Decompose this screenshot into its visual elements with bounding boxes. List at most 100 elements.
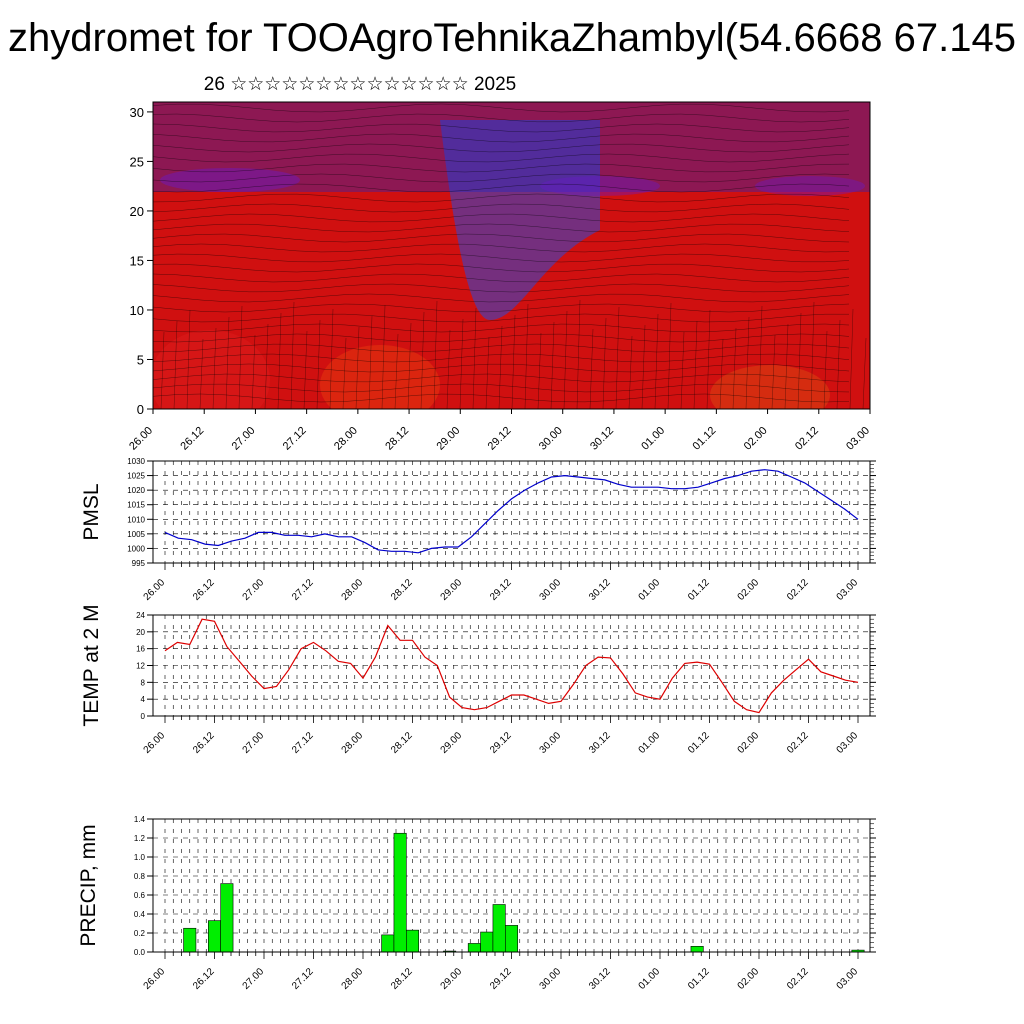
x-tick-label: 30.12: [587, 730, 613, 756]
wind-barb-streak: [153, 263, 850, 273]
wind-barb-staff: [680, 331, 685, 409]
wind-barb-staff: [212, 327, 217, 409]
x-tick-label: 27.12: [281, 425, 309, 453]
wind-barb-staff: [485, 336, 490, 409]
y-tick-label: 8: [141, 678, 146, 687]
wind-barb-staff: [173, 320, 178, 409]
x-tick-label: 02.12: [785, 966, 811, 992]
wind-barb-staff: [550, 321, 555, 409]
x-tick-label: 01.00: [637, 966, 663, 992]
wind-barb-staff: [355, 326, 360, 409]
x-tick-label: 02.00: [736, 966, 762, 992]
y-tick-label: 20: [130, 204, 144, 219]
wind-barb-streak: [153, 393, 850, 403]
x-tick-label: 28.12: [389, 730, 415, 756]
x-tick-label: 30.12: [588, 425, 616, 453]
wind-barb-staff: [836, 319, 841, 409]
x-tick-label: 02.12: [793, 425, 821, 453]
heatmap-trough: [440, 120, 600, 320]
x-tick-label: 27.00: [241, 577, 267, 603]
y-tick-label: 0: [141, 712, 146, 721]
x-tick-label: 26.12: [178, 425, 206, 453]
x-tick-label: 30.12: [587, 966, 613, 992]
x-tick-label: 27.00: [241, 966, 267, 992]
precip-bar: [381, 934, 395, 953]
temp-line: [164, 618, 859, 714]
wind-barb-streak: [153, 293, 850, 303]
x-tick-label: 03.00: [844, 425, 872, 453]
wind-barb-staff: [498, 325, 503, 409]
wind-barb-staff: [433, 300, 438, 409]
wind-barb-staff: [810, 301, 815, 409]
wind-barb-streak: [153, 223, 850, 233]
precip-bar: [393, 832, 407, 953]
precip-bar: [406, 929, 419, 953]
y-tick-label: 15: [130, 253, 144, 268]
x-tick-label: 26.00: [142, 966, 168, 992]
y-tick-label: 0: [137, 402, 144, 417]
wind-barb-staff: [511, 314, 516, 409]
x-tick-label: 29.00: [439, 577, 465, 603]
x-tick-label: 30.00: [538, 966, 564, 992]
x-tick-label: 28.00: [340, 577, 366, 603]
x-tick-label: 29.12: [488, 966, 514, 992]
wind-barb-streak: [153, 233, 850, 243]
wind-barb-staff: [576, 299, 581, 409]
x-tick-label: 30.00: [538, 577, 564, 603]
heatmap-warm-core-2: [320, 345, 440, 409]
wind-barb-streak: [153, 383, 850, 393]
x-tick-label: 01.00: [637, 730, 663, 756]
wind-barb-streak: [153, 103, 850, 113]
y-axis-title: PRECIP, mm: [77, 824, 100, 946]
wind-barb-staff: [420, 311, 425, 409]
wind-barb-staff: [641, 324, 646, 409]
precip-bar: [183, 927, 197, 953]
x-tick-label: 26.12: [191, 577, 217, 603]
y-tick-label: 995: [132, 559, 146, 568]
wind-barb-staff: [199, 338, 204, 409]
x-tick-label: 02.12: [785, 730, 811, 756]
wind-barb-streak: [153, 363, 850, 373]
y-tick-label: 1.2: [134, 834, 146, 843]
y-tick-label: 0.8: [134, 872, 146, 881]
wind-barb-staff: [589, 328, 594, 409]
x-tick-label: 01.12: [686, 577, 712, 603]
x-tick-label: 03.00: [835, 577, 861, 603]
wind-barb-staff: [342, 337, 347, 409]
x-tick-label: 26.12: [191, 966, 217, 992]
wind-barb-streak: [153, 323, 850, 333]
y-tick-label: 1015: [127, 501, 145, 510]
x-tick-label: 02.00: [736, 730, 762, 756]
pmsl-line: [164, 469, 859, 554]
x-tick-label: 26.00: [142, 577, 168, 603]
heatmap-field: [153, 102, 870, 409]
wind-barb-staff: [394, 333, 399, 409]
x-tick-label: 03.00: [835, 966, 861, 992]
x-tick-label: 27.12: [290, 577, 316, 603]
wind-barb-streak: [153, 143, 850, 153]
x-tick-label: 30.00: [538, 730, 564, 756]
precip-bar: [690, 945, 704, 953]
wind-barb-staff: [368, 315, 373, 409]
wind-barb-streak: [153, 183, 850, 193]
wind-barb-streak: [153, 133, 850, 143]
wind-barb-staff: [654, 313, 659, 409]
y-tick-label: 4: [141, 695, 146, 704]
wind-barb-staff: [628, 335, 633, 409]
wind-barb-staff: [251, 334, 256, 409]
y-tick-label: 20: [136, 628, 145, 637]
wind-barb-streak: [153, 193, 850, 203]
panel-frame: [152, 460, 871, 564]
y-axis-title: PMSL: [80, 483, 103, 540]
x-tick-label: 30.00: [537, 425, 565, 453]
wind-barb-staff: [472, 307, 477, 409]
y-tick-label: 0.4: [134, 910, 146, 919]
x-tick-label: 01.00: [637, 577, 663, 603]
y-tick-label: 1030: [127, 457, 145, 466]
wind-barb-staff: [862, 337, 867, 409]
heatmap-purple-3: [755, 176, 865, 196]
wind-barb-staff: [719, 338, 724, 409]
y-tick-label: 10: [130, 303, 144, 318]
wind-barb-staff: [602, 317, 607, 409]
